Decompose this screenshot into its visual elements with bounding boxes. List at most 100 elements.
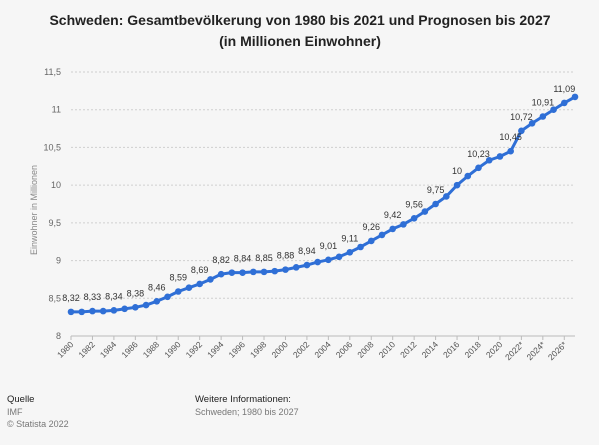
- data-point[interactable]: [67, 308, 75, 316]
- data-label: 10,23: [467, 149, 490, 159]
- data-point[interactable]: [571, 93, 579, 101]
- x-tick-label: 1994: [205, 339, 226, 360]
- population-line: [71, 95, 576, 314]
- data-label: 9,42: [384, 210, 402, 220]
- data-label: 9,01: [320, 241, 338, 251]
- x-tick-label: 2022*: [503, 339, 526, 362]
- y-tick-label: 8,5: [48, 293, 61, 303]
- data-label: 11,09: [553, 84, 575, 94]
- x-tick-label: 2020: [484, 339, 505, 360]
- x-tick-label: 2006: [334, 339, 355, 360]
- data-label: 9,75: [427, 185, 445, 195]
- data-point[interactable]: [153, 298, 161, 305]
- x-tick-label: 1982: [76, 339, 97, 360]
- data-point[interactable]: [110, 307, 118, 314]
- data-point[interactable]: [78, 308, 86, 316]
- data-label: 10,72: [510, 112, 533, 122]
- data-point[interactable]: [432, 200, 439, 208]
- data-point[interactable]: [185, 284, 193, 292]
- data-point[interactable]: [174, 288, 182, 295]
- data-point[interactable]: [378, 231, 386, 239]
- data-label: 10,45: [499, 132, 522, 142]
- data-point[interactable]: [346, 248, 354, 256]
- data-labels: 8,32 8,33 8,34 8,388,468,59 8,698,82 8,84 8,85…: [62, 84, 575, 303]
- x-tick-label: 1996: [227, 339, 248, 360]
- data-label: 8,88: [277, 251, 295, 261]
- y-tick-label: 9: [56, 256, 61, 266]
- grid-lines: [71, 71, 575, 337]
- data-point[interactable]: [550, 106, 557, 114]
- x-tick-label: 2016: [441, 339, 462, 360]
- data-label: 10: [452, 166, 462, 176]
- data-label: 8,84: [234, 254, 252, 264]
- y-axis-label: Einwohner in Millionen: [29, 165, 39, 255]
- data-point[interactable]: [560, 99, 568, 107]
- data-point[interactable]: [464, 172, 472, 180]
- data-point[interactable]: [249, 268, 257, 276]
- x-tick-label: 1984: [98, 339, 119, 360]
- data-point[interactable]: [217, 270, 225, 278]
- x-tick-label: 1992: [184, 339, 205, 360]
- y-tick-label: 10: [51, 180, 61, 190]
- data-point[interactable]: [443, 193, 450, 200]
- data-point[interactable]: [239, 269, 246, 276]
- data-label: 8,32: [62, 293, 80, 303]
- data-point[interactable]: [303, 261, 311, 269]
- data-label: 9,26: [362, 222, 380, 232]
- data-point[interactable]: [314, 258, 321, 266]
- series-line: [71, 95, 576, 314]
- data-label: 8,46: [148, 282, 166, 292]
- data-point[interactable]: [528, 119, 536, 127]
- data-point[interactable]: [453, 181, 461, 189]
- data-point[interactable]: [164, 293, 171, 301]
- copyright[interactable]: © Statista 2022: [7, 419, 69, 429]
- series-points: [67, 93, 579, 316]
- info-block: Weitere Informationen: Schweden; 1980 bi…: [195, 394, 299, 418]
- data-point[interactable]: [228, 269, 236, 276]
- x-tick-label: 2026*: [546, 339, 569, 362]
- x-tick-label: 2004: [312, 339, 333, 360]
- data-point[interactable]: [400, 221, 407, 228]
- x-tick-label: 2000: [269, 339, 290, 360]
- x-tick-label: 1998: [248, 339, 269, 360]
- data-point[interactable]: [282, 266, 289, 273]
- data-point[interactable]: [507, 147, 514, 155]
- data-point[interactable]: [421, 208, 429, 215]
- data-point[interactable]: [539, 113, 547, 120]
- data-point[interactable]: [475, 164, 482, 172]
- data-point[interactable]: [485, 156, 493, 164]
- data-point[interactable]: [132, 304, 139, 311]
- data-point[interactable]: [99, 307, 107, 315]
- data-label: 8,94: [298, 246, 316, 256]
- data-point[interactable]: [518, 127, 525, 135]
- data-point[interactable]: [410, 215, 418, 222]
- data-point[interactable]: [89, 307, 96, 315]
- data-point[interactable]: [367, 237, 375, 245]
- data-point[interactable]: [142, 301, 150, 309]
- data-point[interactable]: [357, 243, 364, 251]
- data-label: 8,33: [84, 292, 102, 302]
- data-point[interactable]: [121, 305, 128, 313]
- source-name: IMF: [7, 407, 23, 417]
- data-point[interactable]: [496, 153, 504, 160]
- data-point[interactable]: [207, 276, 214, 283]
- x-tick-label: 1988: [141, 339, 162, 360]
- data-point[interactable]: [196, 280, 203, 288]
- data-point[interactable]: [335, 253, 343, 261]
- data-point[interactable]: [325, 256, 332, 264]
- y-tick-label: 11,5: [44, 67, 61, 77]
- x-tick-label: 2018: [462, 339, 483, 360]
- source-heading: Quelle: [7, 394, 35, 405]
- data-label: 9,11: [341, 233, 358, 243]
- y-axis: 8 8,5 9 9,5 10 10,5 11 11,5: [43, 67, 61, 341]
- data-point[interactable]: [292, 264, 300, 271]
- data-point[interactable]: [260, 268, 268, 276]
- data-label: 8,34: [105, 291, 123, 301]
- data-point[interactable]: [271, 267, 279, 275]
- x-tick-label: 2014: [420, 339, 441, 360]
- x-tick-label: 2002: [291, 339, 312, 360]
- x-tick-label: 1990: [162, 339, 183, 360]
- x-tick-label: 2010: [377, 339, 398, 360]
- data-point[interactable]: [389, 225, 397, 233]
